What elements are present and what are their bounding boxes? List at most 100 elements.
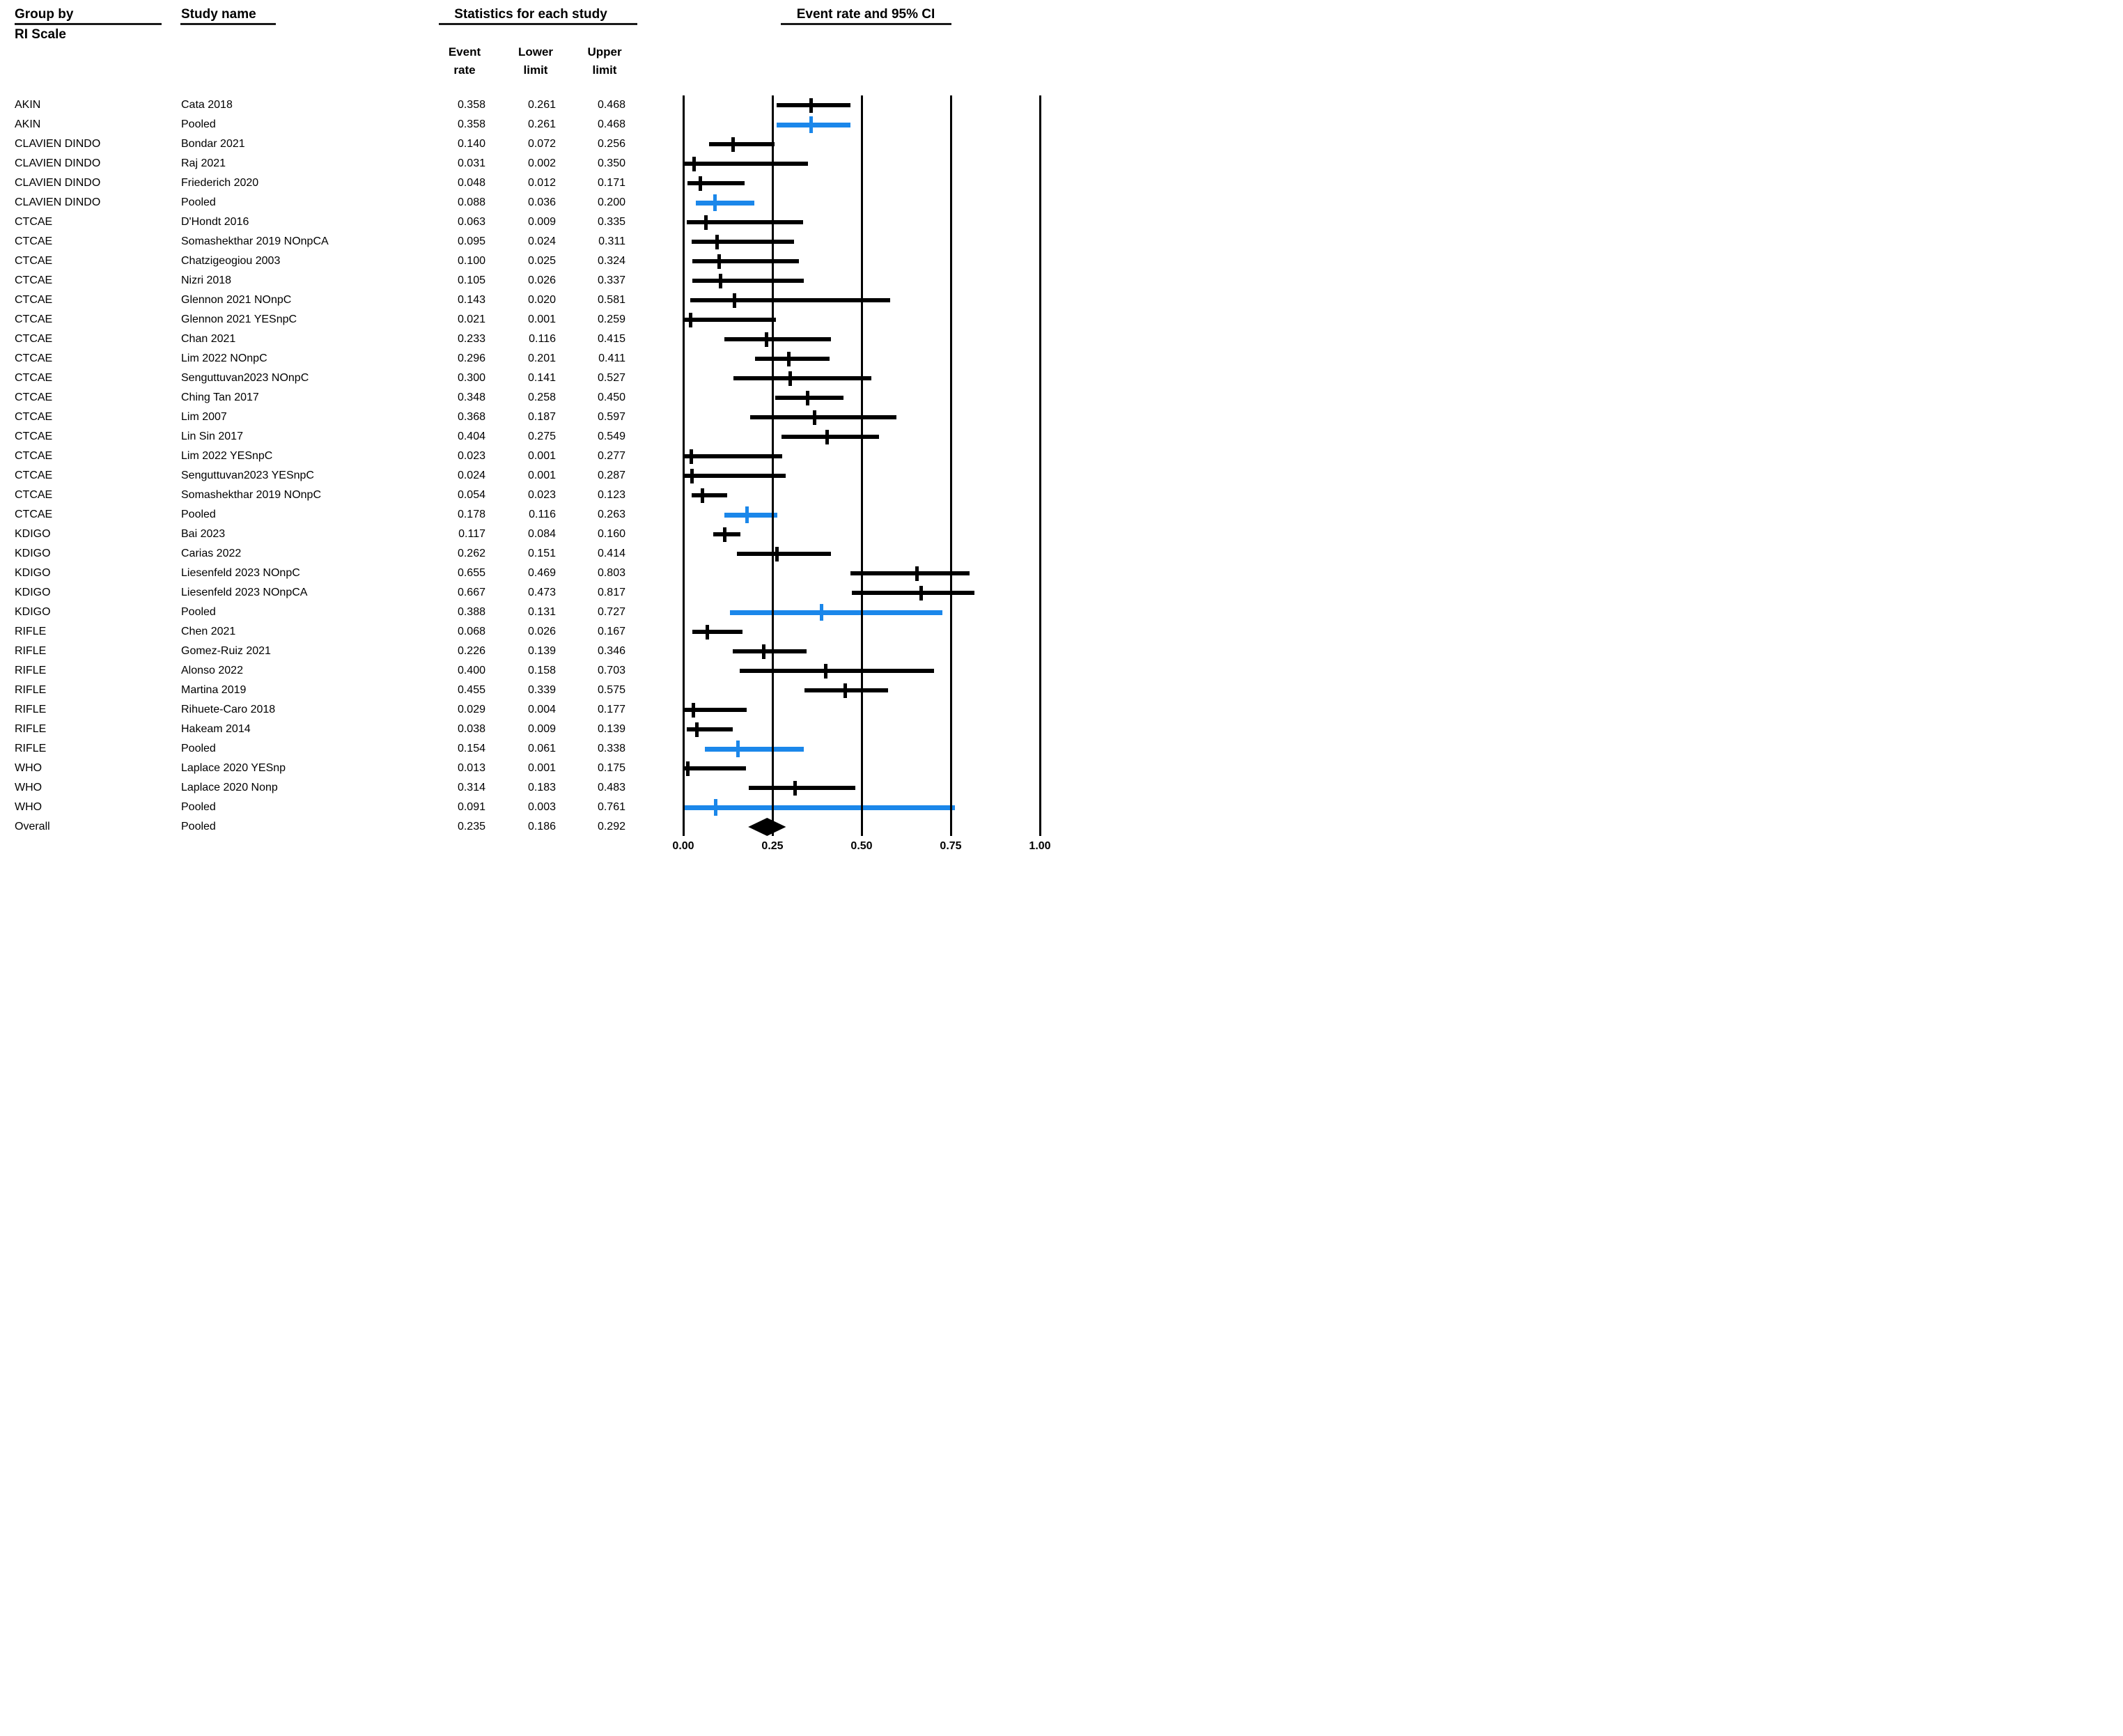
event-rate-cell: 0.021	[457, 313, 485, 325]
event-rate-cell: 0.013	[457, 762, 485, 774]
event-rate-cell: 0.088	[457, 196, 485, 208]
lower-limit-cell: 0.183	[527, 782, 556, 793]
upper-limit-cell: 0.761	[597, 801, 625, 813]
study-cell: Lim 2007	[181, 411, 227, 423]
group-cell: KDIGO	[15, 587, 51, 598]
study-ci-bar	[692, 240, 795, 244]
upper-limit-cell: 0.817	[597, 587, 625, 598]
study-ci-bar	[683, 454, 782, 458]
study-ci-bar	[687, 181, 745, 185]
group-cell: CLAVIEN DINDO	[15, 177, 101, 189]
group-cell: WHO	[15, 782, 42, 793]
pooled-ci-bar	[696, 200, 755, 206]
pooled-ci-bar	[705, 746, 804, 752]
study-cell: D'Hondt 2016	[181, 216, 249, 228]
ri-scale-subheader: RI Scale	[15, 27, 66, 42]
event-rate-cell: 0.455	[457, 684, 485, 696]
event-rate-cell: 0.140	[457, 138, 485, 150]
event-rate-cell: 0.667	[457, 587, 485, 598]
study-cell: Bondar 2021	[181, 138, 245, 150]
pooled-ci-bar	[684, 805, 955, 810]
group-cell: CTCAE	[15, 411, 53, 423]
lower-limit-cell: 0.469	[527, 567, 556, 579]
lower-limit-cell: 0.001	[527, 313, 556, 325]
axis-gridline	[682, 95, 685, 836]
study-ci-bar	[691, 493, 727, 497]
upper-limit-cell: 0.256	[597, 138, 625, 150]
study-cell: Pooled	[181, 509, 216, 520]
axis-gridline	[771, 95, 774, 836]
group-cell: KDIGO	[15, 606, 51, 618]
study-name-header: Study name	[181, 7, 256, 22]
study-point-marker	[699, 176, 703, 191]
event-rate-cell: 0.368	[457, 411, 485, 423]
lower-limit-cell: 0.131	[527, 606, 556, 618]
study-cell: Martina 2019	[181, 684, 247, 696]
group-cell: KDIGO	[15, 528, 51, 540]
upper-limit-column-header: Upper limit	[587, 45, 622, 77]
event-rate-cell: 0.296	[457, 352, 485, 364]
study-cell: Bai 2023	[181, 528, 226, 540]
upper-limit-cell: 0.277	[597, 450, 625, 462]
upper-limit-cell: 0.350	[597, 157, 625, 169]
upper-limit-cell: 0.468	[597, 118, 625, 130]
upper-limit-cell: 0.468	[597, 99, 625, 111]
study-point-marker	[812, 410, 816, 425]
study-ci-bar	[733, 376, 871, 380]
lower-limit-cell: 0.020	[527, 294, 556, 306]
study-cell: Pooled	[181, 196, 216, 208]
study-ci-bar	[692, 279, 804, 283]
group-by-underline	[15, 23, 162, 25]
study-point-marker	[701, 488, 705, 503]
lower-limit-cell: 0.139	[527, 645, 556, 657]
study-point-marker	[731, 137, 736, 152]
event-rate-cell: 0.091	[457, 801, 485, 813]
study-cell: Pooled	[181, 118, 216, 130]
group-cell: RIFLE	[15, 704, 47, 715]
statistics-underline	[439, 23, 637, 25]
lower-limit-cell: 0.002	[527, 157, 556, 169]
event-rate-cell: 0.348	[457, 392, 485, 403]
group-cell: CTCAE	[15, 274, 53, 286]
pooled-point-marker	[714, 799, 718, 816]
group-cell: CTCAE	[15, 470, 53, 481]
study-point-marker	[723, 527, 727, 542]
study-ci-bar	[690, 298, 891, 302]
forest-plot-page: Group by RI Scale Study name Statistics …	[0, 0, 1062, 868]
lower-limit-cell: 0.001	[527, 450, 556, 462]
upper-limit-cell: 0.415	[597, 333, 625, 345]
study-point-marker	[764, 332, 768, 347]
study-point-marker	[762, 644, 766, 659]
event-rate-cell: 0.031	[457, 157, 485, 169]
upper-limit-cell: 0.311	[598, 235, 625, 247]
lower-limit-cell: 0.025	[527, 255, 556, 267]
lower-limit-column-header: Lower limit	[518, 45, 554, 77]
axis-tick-label: 0.50	[850, 840, 873, 852]
pooled-point-marker	[745, 506, 749, 523]
study-cell: Hakeam 2014	[181, 723, 251, 735]
lower-limit-cell: 0.186	[527, 821, 556, 832]
study-point-marker	[775, 546, 779, 561]
upper-limit-cell: 0.581	[597, 294, 625, 306]
upper-limit-cell: 0.160	[597, 528, 625, 540]
axis-gridline	[1039, 95, 1041, 836]
pooled-ci-bar	[724, 512, 777, 518]
group-cell: RIFLE	[15, 645, 47, 657]
study-ci-bar	[683, 766, 746, 770]
upper-limit-cell: 0.338	[597, 743, 625, 754]
study-ci-bar	[724, 337, 832, 341]
study-cell: Pooled	[181, 801, 216, 813]
study-point-marker	[706, 624, 710, 640]
pooled-point-marker	[809, 116, 813, 133]
study-point-marker	[732, 293, 736, 308]
upper-limit-cell: 0.411	[598, 352, 625, 364]
lower-limit-cell: 0.072	[527, 138, 556, 150]
study-cell: Ching Tan 2017	[181, 392, 259, 403]
group-cell: CTCAE	[15, 392, 53, 403]
axis-gridline	[860, 95, 863, 836]
lower-limit-cell: 0.339	[527, 684, 556, 696]
pooled-ci-bar	[730, 610, 943, 615]
axis-gridline	[949, 95, 952, 836]
group-cell: RIFLE	[15, 743, 47, 754]
event-rate-column-header: Event rate	[448, 45, 481, 77]
